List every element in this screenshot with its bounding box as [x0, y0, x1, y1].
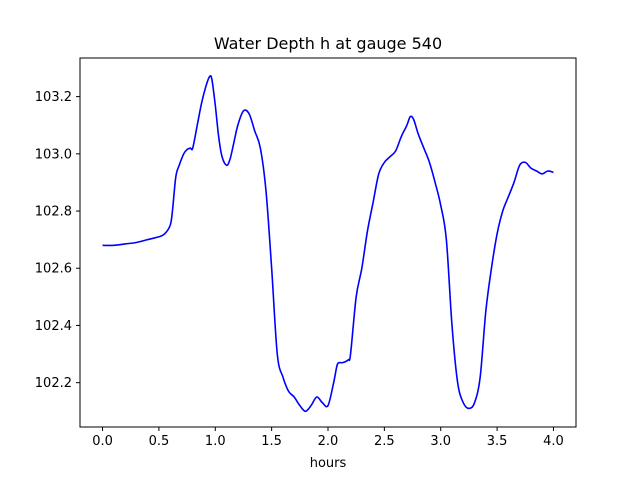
x-axis-ticks: 0.0 0.5 1.0 1.5 2.0 2.5 3.0 3.5 4.0 [92, 427, 564, 449]
x-tick-label: 0.5 [149, 434, 170, 449]
x-tick-label: 3.5 [487, 434, 508, 449]
y-tick-label: 103.0 [35, 147, 72, 162]
y-tick-label: 102.8 [35, 205, 72, 220]
y-tick-label: 102.4 [35, 319, 72, 334]
y-tick-label: 102.2 [35, 376, 72, 391]
x-tick-label: 1.5 [261, 434, 282, 449]
x-axis-label: hours [310, 456, 347, 471]
x-tick-label: 3.0 [430, 434, 451, 449]
y-tick-label: 103.2 [35, 90, 72, 105]
y-tick-label: 102.6 [35, 262, 72, 277]
plot-area [102, 75, 554, 413]
y-axis-ticks: 102.2 102.4 102.6 102.8 103.0 103.2 [35, 90, 80, 391]
x-tick-label: 2.0 [318, 434, 339, 449]
x-tick-label: 2.5 [374, 434, 395, 449]
chart-title: Water Depth h at gauge 540 [214, 34, 442, 53]
x-tick-label: 4.0 [543, 434, 564, 449]
water-depth-line [102, 75, 554, 413]
x-tick-label: 0.0 [92, 434, 113, 449]
plot-frame [79, 57, 577, 428]
x-tick-label: 1.0 [205, 434, 226, 449]
